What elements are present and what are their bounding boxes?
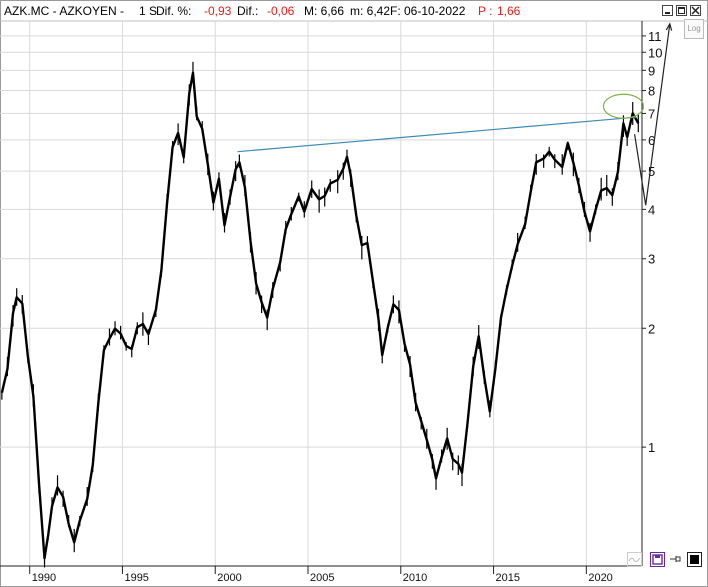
dif-value: -0,06 <box>267 4 295 18</box>
p-label: P : <box>478 4 493 18</box>
min-value: m: 6,42 <box>350 4 391 18</box>
wave-icon <box>628 557 641 563</box>
bottom-toolbar <box>623 548 707 572</box>
dif-label: Dif.: <box>237 4 259 18</box>
x-tick-label: 1990 <box>32 572 56 584</box>
annotations <box>237 22 673 206</box>
y-tick-label: 2 <box>648 321 655 336</box>
color-button[interactable] <box>687 552 702 567</box>
p-value: 1,66 <box>497 4 521 18</box>
maximize-button[interactable] <box>676 5 687 16</box>
y-gridlines <box>0 35 642 448</box>
projection-arrow[interactable] <box>634 23 671 206</box>
close-button[interactable] <box>690 5 701 16</box>
save-button[interactable] <box>650 552 665 567</box>
dif-pct-label: Dif. %: <box>156 4 192 18</box>
arrow-head <box>665 22 673 31</box>
price-series-group <box>0 61 640 568</box>
y-tick-label: 7 <box>648 106 655 121</box>
color-swatch <box>690 555 699 564</box>
y-tick-label: 11 <box>648 29 662 44</box>
y-tick-label: 9 <box>648 63 655 78</box>
highlight-ellipse[interactable] <box>602 93 645 119</box>
timeframe-label: 1 S <box>139 4 158 18</box>
dif-pct-value: -0,93 <box>204 4 232 18</box>
x-tick-label: 2015 <box>496 572 520 584</box>
x-tick-label: 2000 <box>217 572 241 584</box>
y-tick-label: 8 <box>648 84 655 99</box>
y-tick-label: 3 <box>648 252 655 267</box>
y-tick-label: 5 <box>648 164 655 179</box>
symbol-label: AZK.MC - AZKOYEN - <box>4 4 125 18</box>
minimize-button[interactable] <box>662 5 673 16</box>
wave-button[interactable] <box>627 552 642 567</box>
x-tick-label: 2020 <box>588 572 612 584</box>
close-icon <box>691 6 700 15</box>
x-gridlines <box>29 21 587 566</box>
title-bar: AZK.MC - AZKOYEN - 1 S Dif. %: -0,93 Dif… <box>1 1 706 21</box>
x-tick-label: 2005 <box>310 572 334 584</box>
price-line <box>0 71 640 560</box>
x-tick-label: 2010 <box>403 572 427 584</box>
y-tick-label: 1 <box>648 440 655 455</box>
y-tick-label: 4 <box>648 202 655 217</box>
pin-icon <box>670 556 681 562</box>
trendline[interactable] <box>237 116 637 153</box>
x-tick-label: 1995 <box>124 572 148 584</box>
max-value: M: 6,66 <box>304 4 345 18</box>
log-scale-button[interactable]: Log <box>684 19 704 39</box>
y-tick-label: 10 <box>648 45 662 60</box>
save-icon <box>652 554 663 565</box>
date-value: F: 06-10-2022 <box>390 4 466 18</box>
pin-button[interactable] <box>668 552 683 567</box>
x-axis: 1990 1995 2000 2005 2010 2015 2020 <box>29 566 613 584</box>
y-tick-label: 6 <box>648 133 655 148</box>
